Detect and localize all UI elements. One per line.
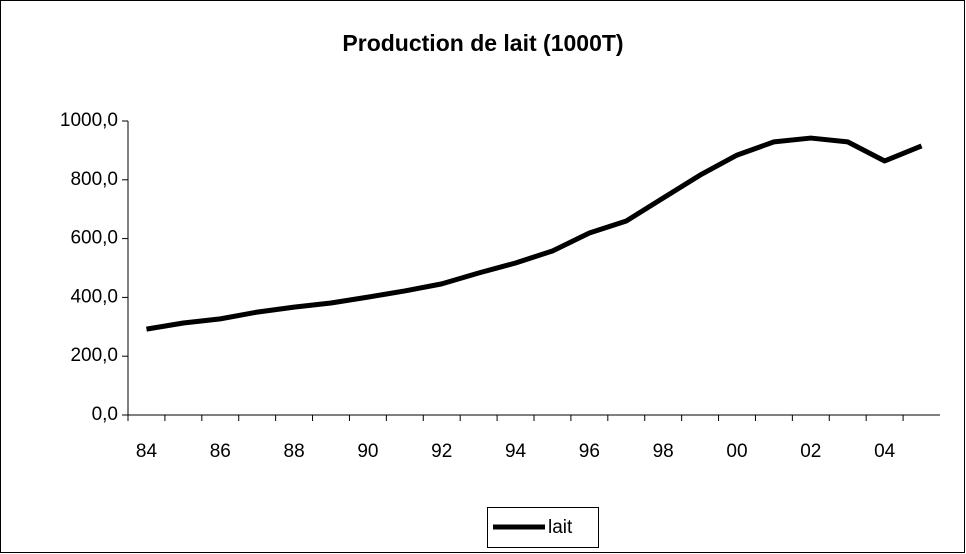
x-tick-label: 92 bbox=[431, 441, 452, 462]
x-tick-label: 86 bbox=[210, 441, 231, 462]
y-tick-label: 400,0 bbox=[70, 286, 118, 307]
legend-label: lait bbox=[548, 517, 573, 538]
y-tick-label: 0,0 bbox=[92, 404, 118, 425]
x-tick-label: 94 bbox=[505, 441, 527, 462]
y-tick-label: 600,0 bbox=[70, 228, 118, 249]
x-tick-label: 96 bbox=[579, 441, 600, 462]
x-tick-label: 90 bbox=[357, 441, 378, 462]
x-tick-label: 88 bbox=[284, 441, 305, 462]
line-series bbox=[146, 135, 923, 332]
x-tick-label: 84 bbox=[136, 441, 158, 462]
x-tick-label: 98 bbox=[653, 441, 674, 462]
chart-title: Production de lait (1000T) bbox=[342, 30, 623, 56]
x-tick-label: 04 bbox=[874, 441, 896, 462]
x-tick-label: 02 bbox=[800, 441, 821, 462]
y-tick-label: 200,0 bbox=[70, 345, 118, 366]
y-tick-label: 800,0 bbox=[70, 169, 118, 190]
y-tick-label: 1000,0 bbox=[60, 110, 118, 131]
x-tick-label: 00 bbox=[726, 441, 747, 462]
